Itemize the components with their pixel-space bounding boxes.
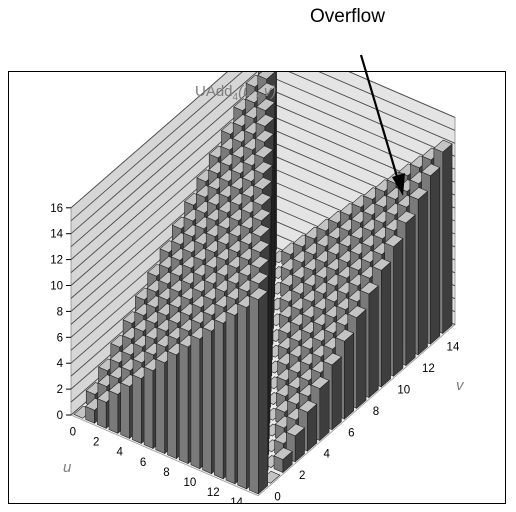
- z-tick-label: 14: [50, 229, 63, 241]
- chart-title-args: (u , v): [238, 83, 276, 100]
- z-tick-label: 4: [57, 358, 64, 370]
- bar-front-face: [120, 382, 130, 439]
- bar-top-face: [322, 352, 342, 366]
- bar-side-face: [417, 190, 428, 356]
- bar-side-face: [331, 356, 342, 431]
- chart-title-subscript: 4: [233, 92, 239, 103]
- bar-front-face: [143, 366, 154, 449]
- bar-top-face: [249, 271, 269, 285]
- bar-top-face: [285, 423, 306, 437]
- bar-top-face: [250, 240, 270, 253]
- bar-front-face: [97, 398, 107, 429]
- z-tick-label: 10: [50, 281, 63, 293]
- bar-side-face: [356, 308, 367, 409]
- z-tick-label: 12: [50, 255, 63, 267]
- u-tick-label: 2: [93, 437, 99, 449]
- u-tick-label: 6: [140, 457, 146, 469]
- bar-top-face: [298, 399, 318, 413]
- bar-top-face: [310, 376, 330, 389]
- bar-top-face: [359, 281, 379, 295]
- bars: [73, 72, 453, 495]
- z-tick-label: 0: [57, 410, 63, 422]
- bar-top-face: [254, 145, 274, 159]
- z-axis: 0 2 4 6 8 10 12 14 16: [50, 203, 71, 422]
- bar-top-face: [256, 98, 276, 112]
- bar-side-face: [319, 379, 330, 442]
- v-tick-label: 4: [324, 449, 331, 461]
- u-tick-label: 0: [70, 427, 76, 439]
- bar-front-face: [108, 390, 119, 434]
- u-tick-label: 4: [116, 447, 123, 459]
- bar-front-face: [225, 311, 236, 485]
- bar-front-face: [237, 303, 247, 490]
- bar-top-face: [256, 82, 276, 96]
- bar-chart-3d: 0 2 4 6 8 10 12 14 16 0 2 4 6 8 10 12 14 0 2 4 6 8 10 12 14 UAd…: [50, 72, 465, 503]
- bar-front-face: [249, 295, 259, 495]
- bar-front-face: [190, 334, 201, 470]
- bar-front-face: [214, 319, 224, 480]
- u-tick-label: 10: [183, 477, 196, 489]
- bar-top-face: [253, 161, 273, 175]
- bar-front-face: [178, 342, 189, 465]
- u-tick-label: 12: [207, 487, 220, 499]
- v-tick-label: 0: [274, 491, 280, 503]
- z-tick-label: 16: [50, 203, 63, 215]
- v-axis-label: v: [456, 377, 465, 394]
- overflow-annotation: Overflow: [310, 6, 385, 27]
- bar: [273, 447, 293, 474]
- bar-top-face: [384, 234, 404, 248]
- bar-top-face: [250, 255, 270, 269]
- bar-top-face: [251, 224, 271, 238]
- chart-title-base: UAdd: [195, 83, 233, 100]
- bar-top-face: [273, 447, 293, 460]
- bar-side-face: [344, 332, 354, 420]
- bar-top-face: [257, 72, 276, 80]
- bar-top-face: [251, 208, 272, 222]
- u-axis-label: u: [63, 459, 72, 476]
- chart-frame: 0 2 4 6 8 10 12 14 16 0 2 4 6 8 10 12 14 0 2 4 6 8 10 12 14 UAd…: [8, 71, 506, 504]
- v-tick-label: 8: [373, 406, 379, 418]
- bar-top-face: [433, 139, 453, 153]
- z-tick-label: 8: [57, 306, 63, 318]
- u-tick-label: 14: [230, 497, 243, 503]
- z-tick-label: 6: [57, 332, 63, 344]
- bar-front-face: [202, 326, 212, 475]
- bar-top-face: [253, 177, 273, 190]
- bar-top-face: [334, 328, 355, 342]
- bar: [248, 287, 269, 495]
- tick-labels: 0 2 4 6 8 10 12 14 0 2 4 6 8 10 12 14: [70, 342, 460, 503]
- bar-side-face: [405, 214, 416, 367]
- v-tick-label: 14: [447, 342, 460, 354]
- bar-top-face: [248, 287, 269, 301]
- bar-top-face: [255, 114, 275, 127]
- bar-front-face: [167, 350, 177, 460]
- bar-top-face: [396, 210, 416, 224]
- bar-side-face: [258, 290, 268, 495]
- bar-front-face: [132, 374, 142, 444]
- bar-side-face: [381, 261, 391, 388]
- bar-top-face: [347, 305, 367, 319]
- bar-top-face: [254, 129, 275, 143]
- bar-top-face: [408, 187, 429, 200]
- u-tick-label: 8: [163, 467, 169, 479]
- z-tick-label: 2: [57, 384, 63, 396]
- bar-front-face: [155, 358, 165, 454]
- bar-top-face: [252, 192, 272, 206]
- v-tick-label: 10: [397, 384, 410, 396]
- bar-side-face: [430, 166, 441, 345]
- v-tick-label: 2: [299, 470, 305, 482]
- v-tick-label: 12: [422, 363, 435, 375]
- bar-top-face: [421, 163, 441, 177]
- bar-side-face: [368, 285, 379, 399]
- v-tick-label: 6: [348, 427, 354, 439]
- bar-side-face: [393, 237, 404, 377]
- bar-top-face: [371, 258, 392, 271]
- bar-side-face: [442, 143, 453, 335]
- chart-title: UAdd4(u , v): [195, 83, 276, 103]
